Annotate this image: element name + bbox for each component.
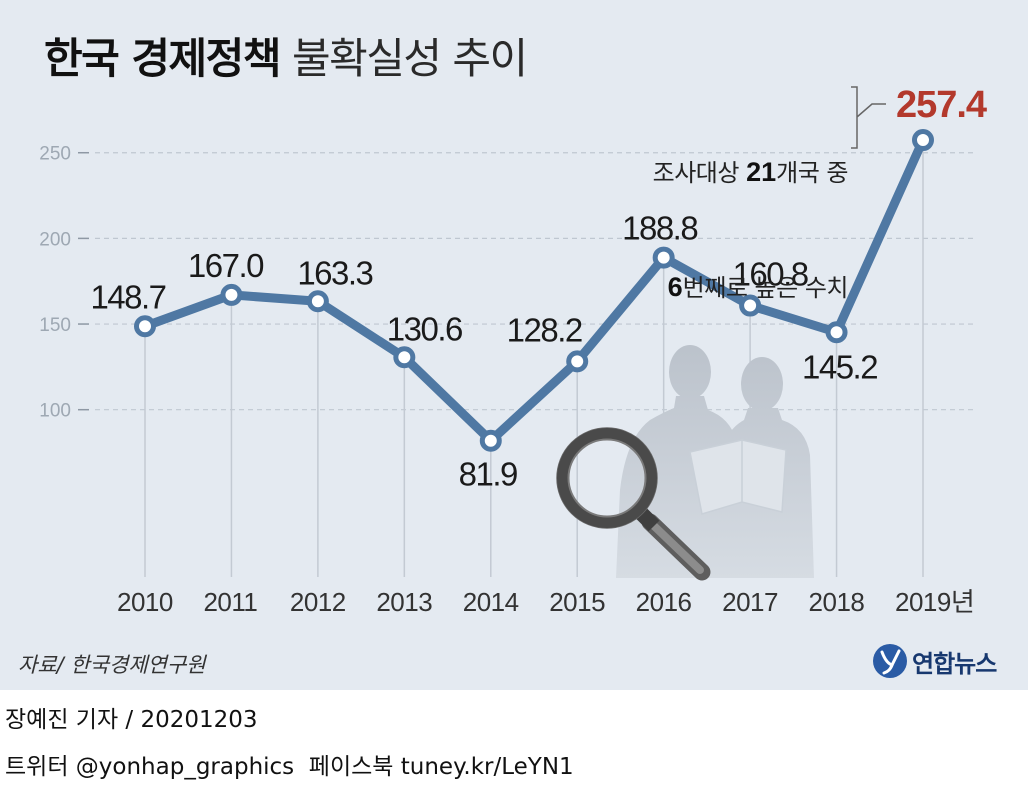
data-point xyxy=(134,315,156,338)
series-line xyxy=(140,135,928,446)
magnifying-glass-icon xyxy=(556,427,711,581)
person-head xyxy=(741,357,783,411)
y-gridlines xyxy=(95,152,975,411)
data-point xyxy=(306,290,329,313)
document-illustration xyxy=(689,439,787,515)
annotation-number: 6 xyxy=(667,272,683,302)
value-label: 188.8 xyxy=(622,210,697,247)
annotation-text: 조사대상 xyxy=(652,159,747,187)
value-label: 128.2 xyxy=(507,311,582,348)
x-tick-label: 2011 xyxy=(203,587,257,617)
x-tick-label: 2013 xyxy=(376,587,432,617)
annotation-line-2: 6번째로 높은 수치 xyxy=(653,268,849,307)
data-point xyxy=(825,321,848,344)
person-head xyxy=(669,345,711,399)
byline: 장예진 기자 / 20201203 xyxy=(5,707,258,733)
value-label: 145.2 xyxy=(802,348,877,385)
annotation-number: 21 xyxy=(746,157,777,187)
annotation-text: 번째로 높은 수치 xyxy=(682,274,849,302)
value-labels: 148.7 167.0 163.3 130.6 81.9 128.2 188.8 160.8 1… xyxy=(90,84,987,493)
chart-panel: 100 150 200 250 2010 2011 2012 2013 2014 2015 201… xyxy=(0,0,1028,690)
x-tick-label: 2015 xyxy=(549,587,605,617)
y-tick-label: 100 xyxy=(39,401,71,422)
x-tick-label: 2016 xyxy=(636,587,692,617)
annotation-text: 개국 중 xyxy=(776,159,848,187)
x-tick-label: 2018 xyxy=(809,587,865,617)
data-point xyxy=(393,346,416,369)
chart-title: 한국 경제정책 불확실성 추이 xyxy=(44,33,528,85)
source-credit: 자료/ 한국경제연구원 xyxy=(18,653,206,677)
data-point xyxy=(912,129,934,152)
annotation-note: 조사대상 21개국 중 6번째로 높은 수치 xyxy=(652,77,849,383)
yonhap-logo-icon xyxy=(873,644,907,678)
annotation-line-1: 조사대상 21개국 중 xyxy=(652,153,849,192)
y-tick-label: 200 xyxy=(39,229,71,250)
value-label: 160.8 xyxy=(733,256,808,293)
title-light: 불확실성 추이 xyxy=(291,34,528,83)
series xyxy=(140,135,928,446)
y-tick-label: 150 xyxy=(39,315,71,336)
y-axis: 100 150 200 250 xyxy=(39,144,89,422)
x-tick-label: 2017 xyxy=(722,587,778,617)
logo-text: 연합뉴스 xyxy=(912,649,997,678)
x-tick-label: 2012 xyxy=(290,587,346,617)
title-bold: 한국 경제정책 xyxy=(44,34,281,83)
y-tick-label: 250 xyxy=(39,144,71,165)
x-tick-label: 2010 xyxy=(117,587,173,617)
x-tick-label: 2019년 xyxy=(895,587,974,617)
value-label: 167.0 xyxy=(188,247,264,284)
social-links: 트위터 @yonhap_graphics 페이스북 tuney.kr/LeYN1 xyxy=(5,754,574,780)
highlight-value-label: 257.4 xyxy=(896,84,987,126)
annotation-bracket xyxy=(851,86,886,149)
value-label: 81.9 xyxy=(459,456,517,493)
value-label: 130.6 xyxy=(387,310,462,347)
value-label: 148.7 xyxy=(90,278,165,315)
x-tick-label: 2014 xyxy=(463,587,519,617)
data-points xyxy=(134,129,934,452)
data-point xyxy=(652,246,675,269)
data-point xyxy=(220,283,243,306)
yonhap-logo: 연합뉴스 xyxy=(872,642,997,680)
data-point xyxy=(479,429,502,452)
people-silhouette-illustration xyxy=(616,345,814,578)
data-point xyxy=(566,350,589,373)
data-point xyxy=(739,294,762,317)
value-label: 163.3 xyxy=(297,254,372,291)
person-body xyxy=(616,396,736,578)
x-axis-labels: 2010 2011 2012 2013 2014 2015 2016 2017 2018 2019… xyxy=(117,587,975,617)
